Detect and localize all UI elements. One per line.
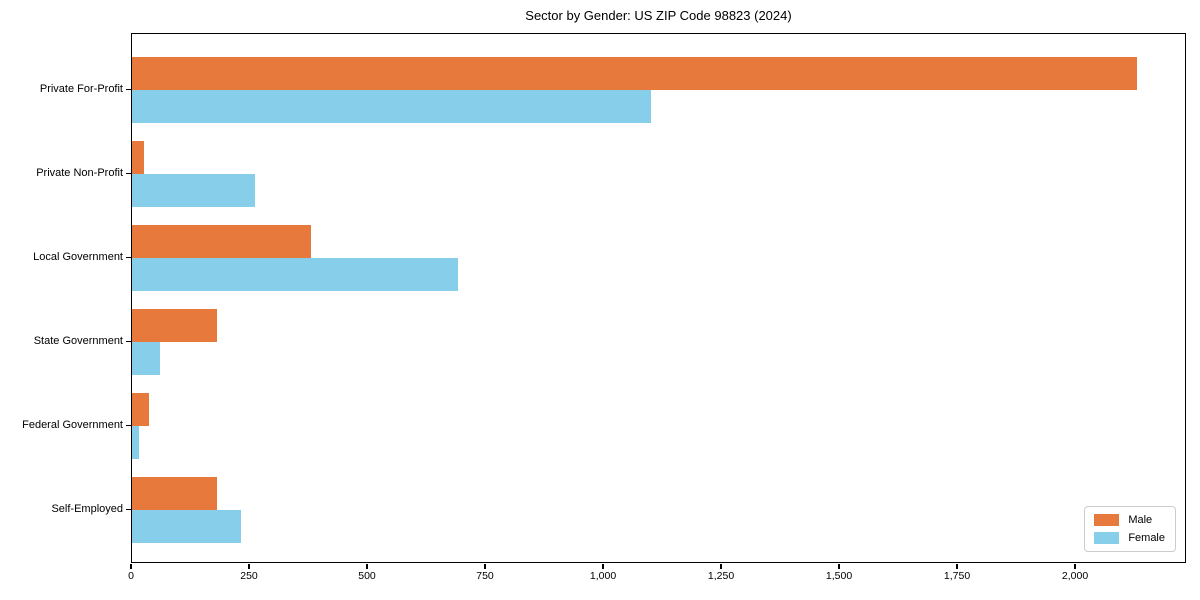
x-tick-label-250: 250 (240, 570, 258, 582)
x-tick-mark-2000 (1074, 564, 1076, 569)
legend-label-female: Female (1128, 532, 1165, 544)
y-tick-label-local-government: Local Government (33, 251, 123, 263)
y-tick-label-private-non-profit: Private Non-Profit (36, 167, 123, 179)
bar-male-private-non-profit (132, 141, 144, 174)
y-tick-mark-local-government (126, 256, 131, 258)
y-tick-mark-private-non-profit (126, 172, 131, 174)
bar-female-federal-government (132, 426, 140, 459)
bar-female-state-government (132, 342, 161, 375)
bar-male-local-government (132, 225, 312, 258)
y-tick-mark-self-employed (126, 508, 131, 510)
x-tick-label-1000: 1,000 (589, 570, 617, 582)
y-tick-mark-private-for-profit (126, 88, 131, 90)
x-tick-mark-0 (130, 564, 132, 569)
x-tick-label-1500: 1,500 (825, 570, 853, 582)
x-tick-label-1750: 1,750 (943, 570, 971, 582)
x-tick-mark-250 (248, 564, 250, 569)
x-tick-mark-1500 (838, 564, 840, 569)
legend-label-male: Male (1128, 514, 1153, 526)
legend-swatch-female (1094, 532, 1120, 544)
legend-item-female: Female (1094, 532, 1165, 544)
legend: Male Female (1084, 506, 1176, 552)
y-tick-mark-state-government (126, 340, 131, 342)
bar-female-private-non-profit (132, 174, 255, 207)
bar-male-state-government (132, 309, 217, 342)
y-tick-label-state-government: State Government (33, 335, 123, 347)
y-tick-label-federal-government: Federal Government (22, 419, 123, 431)
bar-female-private-for-profit (132, 90, 652, 123)
plot-area: Male Female (131, 33, 1186, 563)
x-tick-label-500: 500 (358, 570, 376, 582)
bar-male-private-for-profit (132, 57, 1138, 90)
x-tick-label-0: 0 (128, 570, 134, 582)
bar-male-federal-government (132, 393, 149, 426)
bar-male-self-employed (132, 477, 217, 510)
x-tick-label-1250: 1,250 (707, 570, 735, 582)
y-tick-mark-federal-government (126, 424, 131, 426)
x-tick-label-2000: 2,000 (1061, 570, 1089, 582)
x-tick-mark-1000 (602, 564, 604, 569)
y-tick-label-self-employed: Self-Employed (51, 503, 123, 515)
legend-item-male: Male (1094, 514, 1165, 526)
x-tick-mark-750 (484, 564, 486, 569)
bar-female-self-employed (132, 510, 241, 543)
y-tick-label-private-for-profit: Private For-Profit (39, 83, 123, 95)
chart-title: Sector by Gender: US ZIP Code 98823 (202… (525, 8, 792, 23)
x-tick-mark-1250 (720, 564, 722, 569)
bar-female-local-government (132, 258, 458, 291)
legend-swatch-male (1094, 514, 1120, 526)
x-tick-mark-1750 (956, 564, 958, 569)
x-tick-mark-500 (366, 564, 368, 569)
x-tick-label-750: 750 (476, 570, 494, 582)
